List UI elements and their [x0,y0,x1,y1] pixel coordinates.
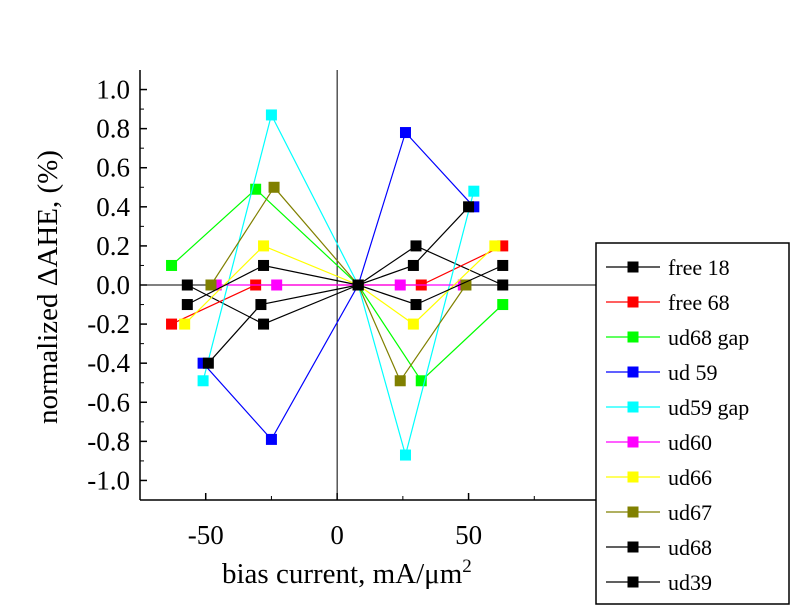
data-point [407,259,419,271]
x-axis-title-main: bias current, mA/ [222,558,425,590]
x-tick-label: 0 [330,520,344,550]
data-point [268,181,280,193]
data-point [179,318,191,330]
legend-item: ud 59 [606,360,718,385]
data-point [250,183,262,195]
legend-swatch-marker [627,401,639,413]
legend-swatch-marker [627,296,639,308]
data-point [265,109,277,121]
legend-label: ud67 [668,500,712,525]
data-point [197,375,209,387]
data-point [265,433,277,445]
legend-item: ud59 gap [606,395,749,420]
legend-label: free 18 [668,255,730,280]
data-point [460,279,472,291]
data-point [410,240,422,252]
y-tick-label: 1.0 [96,75,130,105]
data-point [205,279,217,291]
y-tick-label: -1.0 [87,465,130,495]
data-point [258,259,270,271]
legend-swatch-marker [627,366,639,378]
legend-item: ud60 [606,430,712,455]
y-tick-label: -0.2 [87,309,130,339]
data-point [352,279,364,291]
legend-swatch-marker [627,331,639,343]
legend-swatch-marker [627,541,639,553]
series-layer [166,109,509,461]
x-tick-label: 50 [455,520,482,550]
data-point [271,279,283,291]
data-point [410,299,422,311]
data-point [468,185,480,197]
data-point [497,279,509,291]
data-point [407,318,419,330]
x-tick-label: -50 [188,520,224,550]
legend-label: ud59 gap [668,395,749,420]
legend-label: ud66 [668,465,712,490]
x-axis-title-sup: 2 [462,556,472,577]
y-tick-label: -0.4 [87,348,130,378]
y-tick-label: 0.6 [96,153,130,183]
legend-swatch-marker [627,576,639,588]
legend-item: ud68 [606,535,712,560]
legend-item: ud67 [606,500,712,525]
data-point [497,299,509,311]
data-point [415,375,427,387]
y-tick-label: -0.8 [87,426,130,456]
data-point [255,299,267,311]
x-axis-title: bias current, mA/μm2 [222,556,472,590]
y-tick-label: -0.6 [87,387,130,417]
legend-label: free 68 [668,290,730,315]
x-axis-title-mu: μm [424,558,463,590]
data-point [394,279,406,291]
legend-swatch-marker [627,471,639,483]
data-point [489,240,501,252]
data-point [166,318,178,330]
legend-swatch-marker [627,506,639,518]
data-point [202,357,214,369]
legend-label: ud68 gap [668,325,749,350]
legend-item: ud68 gap [606,325,749,350]
y-tick-label: 0.2 [96,231,130,261]
y-axis-title: normalized ΔAHE, (%) [32,150,64,424]
data-point [463,201,475,213]
data-point [497,240,509,252]
y-tick-label: 0.0 [96,270,130,300]
legend-item: free 68 [606,290,730,315]
legend-swatch-marker [627,436,639,448]
y-tick-label: 0.4 [96,192,130,222]
tick-labels: 1.0 0.8 0.6 0.4 0.2 0.0 -0.2 -0.4 -0.6 -0.8 -1.0 -5… [87,75,482,550]
y-tick-label: 0.8 [96,114,130,144]
data-point [181,279,193,291]
legend-label: ud 59 [668,360,718,385]
data-point [497,259,509,271]
data-point [399,449,411,461]
legend: free 18 free 68 ud68 gap ud 59 ud59 gap ud60 u… [595,242,790,605]
series-10 [202,201,475,369]
data-point [399,127,411,139]
data-point [394,375,406,387]
legend-label: ud60 [668,430,712,455]
data-point [258,240,270,252]
data-point [181,299,193,311]
data-point [166,259,178,271]
legend-item: ud39 [606,570,712,595]
legend-item: free 18 [606,255,730,280]
legend-label: ud39 [668,570,712,595]
legend-label: ud68 [668,535,712,560]
legend-item: ud66 [606,465,712,490]
legend-swatch-marker [627,261,639,273]
data-point [258,318,270,330]
